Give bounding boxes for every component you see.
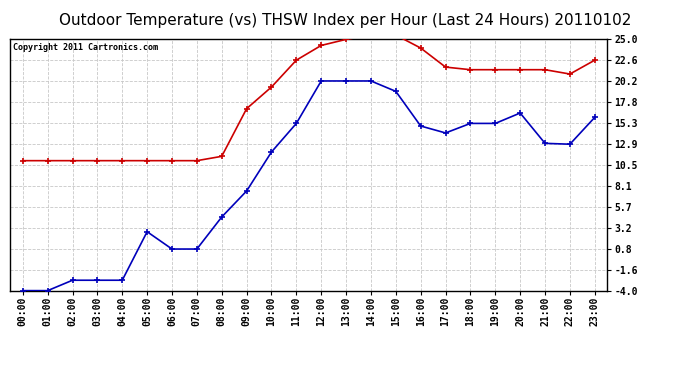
Text: Outdoor Temperature (vs) THSW Index per Hour (Last 24 Hours) 20110102: Outdoor Temperature (vs) THSW Index per … <box>59 13 631 28</box>
Text: Copyright 2011 Cartronics.com: Copyright 2011 Cartronics.com <box>13 43 158 52</box>
